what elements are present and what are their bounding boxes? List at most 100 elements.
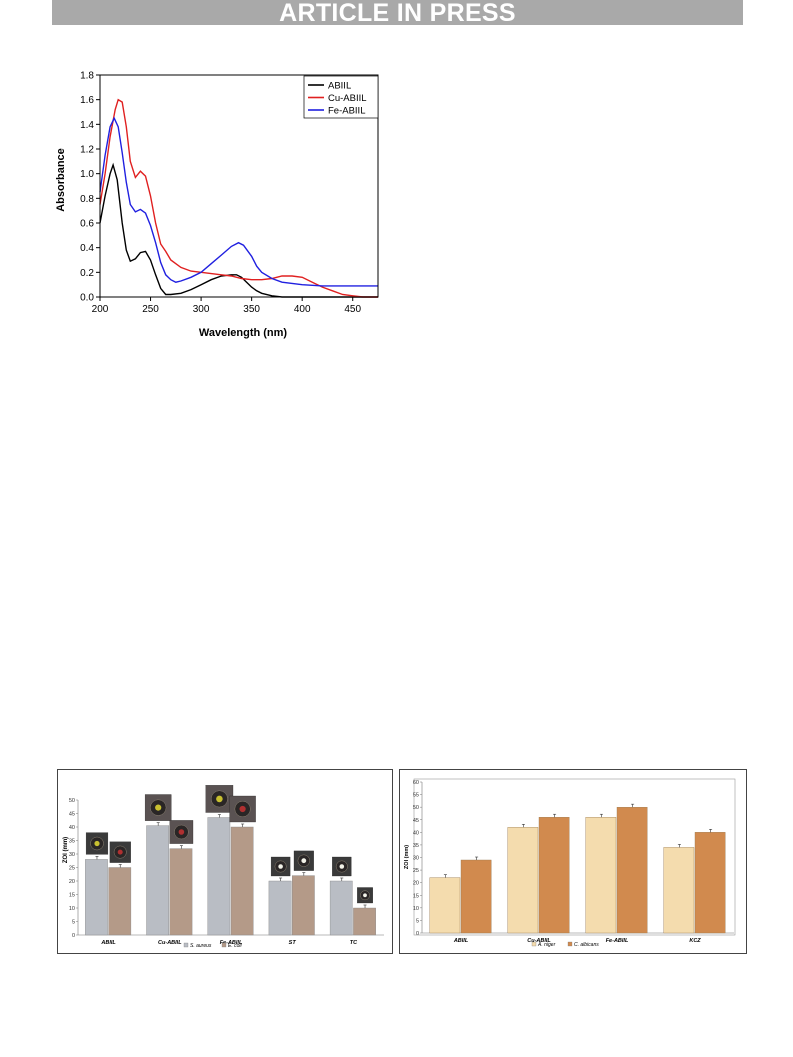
x-tick-label: 450 [344,304,361,315]
bar [353,907,376,936]
y-axis-label: ZOI (mm) [404,845,410,869]
plot-frame [99,74,379,298]
disc [94,840,100,847]
y-tick-label: 35 [413,843,419,849]
antibacterial-bar-chart: 0 5 10 15 20 25 30 35 40 45 50 ABIIL Cu-ABIIL Fe-ABI… [63,785,384,949]
y-axis-label: ZOI (mm) [63,837,69,863]
y-tick-label: 0 [416,931,419,937]
y-tick-label: 40 [413,830,419,836]
absorbance-line-chart: 200 250 300 350 400 450 0.0 0.2 0.4 0.6 0.8 1.0 1.2 1… [55,71,379,339]
antibacterial-legend: S. aureus E. coli [183,942,243,949]
legend-label: ABIIL [328,81,351,92]
disc [117,849,123,855]
legend-label: Fe-ABIIL [328,106,366,117]
legend-swatch [531,941,537,947]
category-label: ABIIL [100,940,116,946]
y-tick-label: 55 [413,793,419,799]
series-line-cu-abiil [99,98,378,298]
y-tick-label: 15 [69,893,75,899]
legend-label: C. albicans [574,942,599,948]
x-axis-label: Wavelength (nm) [199,327,288,339]
legend-label: E. coli [228,943,243,949]
y-tick-label: 15 [413,893,419,899]
article-in-press-banner: ARTICLE IN PRESS [52,0,743,26]
bar [291,875,315,936]
disc [278,864,283,869]
bar [460,859,492,934]
bar [585,817,617,934]
x-tick-label: 350 [243,304,260,315]
y-tick-label: 20 [69,879,75,885]
bar [507,827,539,934]
antifungal-bar-chart: 0 5 10 15 20 25 30 35 40 45 50 55 60 ABIIL Cu-ABIIL Fe… [404,778,736,948]
bar [429,877,461,934]
legend-label: A. niger [537,942,556,948]
y-tick-label: 1.8 [80,71,94,82]
y-tick-label: 0.4 [80,243,94,254]
chart-area-border [413,778,736,936]
legend-swatch [183,942,189,948]
y-tick-label: 0.8 [80,194,94,205]
series-line-fe-abiil [99,116,378,287]
y-tick-label: 0.6 [80,219,94,230]
y-tick-label: 45 [413,818,419,824]
legend-swatch [221,942,227,948]
y-tick-label: 10 [69,906,75,912]
bar [230,826,254,936]
category-label: TC [350,940,358,946]
category-label: Cu-ABIIL [527,938,551,944]
legend-swatch [567,941,573,947]
bar [108,867,132,936]
y-axis-label: Absorbance [55,148,67,212]
y-tick-label: 0 [72,933,75,939]
legend-label: Cu-ABIIL [328,93,367,104]
bar [207,817,231,936]
bar [663,847,695,934]
y-tick-label: 0.0 [80,293,94,304]
disc [363,893,367,898]
disc [178,829,185,835]
disc [216,795,223,803]
y-tick-label: 5 [416,918,419,924]
y-tick-label: 25 [413,868,419,874]
legend-label: S. aureus [190,943,212,949]
category-label: ABIIL [453,938,469,944]
bar [694,832,726,934]
y-tick-label: 60 [413,780,419,786]
y-tick-label: 1.0 [80,169,94,180]
y-tick-label: 1.6 [80,95,94,106]
y-tick-label: 25 [69,866,75,872]
y-tick-label: 0.2 [80,268,94,279]
bar [616,807,648,934]
x-tick-label: 300 [193,304,210,315]
category-label: Cu-ABIIL [158,940,182,946]
antifungal-zoi-figure: 0 5 10 15 20 25 30 35 40 45 50 55 60 ABIIL Cu-ABIIL Fe… [399,769,747,954]
x-tick-label: 200 [92,304,109,315]
y-tick-label: 35 [69,839,75,845]
disc [339,864,345,869]
y-tick-label: 30 [413,856,419,862]
y-tick-label: 30 [69,852,75,858]
antifungal-legend: A. niger C. albicans [531,941,599,948]
category-label: Fe-ABIIL [606,938,629,944]
y-tick-label: 45 [69,812,75,818]
category-label: KCZ [689,938,701,944]
bar [268,880,292,936]
series-line-abiil [99,162,378,298]
bar [169,848,193,936]
disc [155,804,162,811]
x-tick-label: 400 [294,304,311,315]
category-label: Fe-ABIIL [220,940,243,946]
bar [85,859,108,936]
y-tick-label: 1.2 [80,145,94,156]
disc [301,858,307,864]
y-tick-label: 50 [69,798,75,804]
x-tick-label: 250 [142,304,159,315]
y-tick-label: 20 [413,881,419,887]
y-tick-label: 10 [413,906,419,912]
bar [538,817,570,934]
disc [239,805,246,813]
category-label: ST [289,940,297,946]
y-tick-label: 1.4 [80,120,94,131]
